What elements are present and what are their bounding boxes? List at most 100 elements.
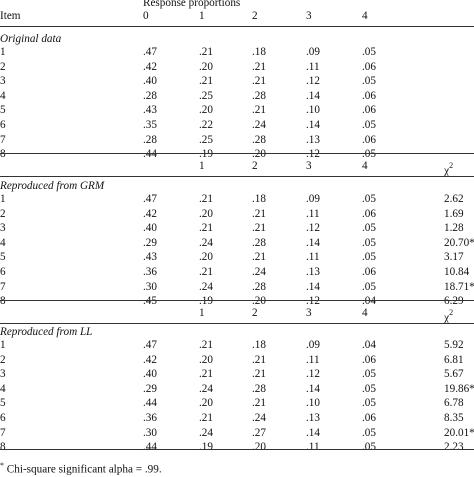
proportion-cell-3: .13: [306, 266, 320, 278]
table-row: 7 .30 .24 .28 .14 .05 18.71*: [0, 281, 474, 294]
proportion-cell-0: .28: [143, 89, 157, 102]
proportion-cell-0: .44: [143, 148, 157, 161]
header-row-columns: Item 0 1 2 3 4: [0, 10, 474, 23]
proportion-cell-3: .09: [306, 339, 320, 351]
proportion-cell-4: .06: [362, 133, 376, 146]
proportion-cell-1: .21: [199, 368, 213, 381]
rule-header: [0, 26, 474, 27]
proportion-cell-0: .42: [143, 353, 157, 366]
table-row: 1 .47 .21 .18 .09 .05 2.62: [0, 193, 474, 206]
proportion-cell-0: .47: [143, 46, 157, 58]
proportion-cell-0: .40: [143, 368, 157, 381]
proportion-cell-1: .21: [199, 75, 213, 88]
proportion-cell-4: .05: [362, 222, 376, 235]
ll-col-heading-3: 3: [306, 307, 312, 319]
chi-square-cell: 19.86*: [444, 382, 474, 395]
proportion-cell-4: .06: [362, 60, 376, 73]
proportion-cell-4: .05: [362, 397, 376, 410]
proportion-cell-3: .12: [306, 75, 320, 88]
table-row: 3 .40 .21 .21 .12 .05 1.28: [0, 222, 474, 235]
proportion-cell-3: .13: [306, 412, 320, 424]
col-heading-4: 4: [362, 10, 368, 22]
proportion-cell-1: .21: [199, 222, 213, 235]
proportion-cell-4: .05: [362, 251, 376, 264]
table-row: 7 .28 .25 .28 .13 .06: [0, 134, 474, 147]
chi-square-cell: 3.17: [444, 251, 464, 264]
item-number: 2: [0, 207, 6, 220]
proportion-cell-2: .18: [252, 339, 266, 351]
proportion-cell-4: .05: [362, 148, 376, 161]
proportion-cell-3: .11: [306, 60, 320, 73]
ll-chi-square-heading: χ2: [444, 307, 453, 325]
proportion-cell-1: .20: [199, 104, 213, 117]
section-title-original: Original data: [0, 33, 62, 45]
item-number: 2: [0, 60, 6, 73]
proportion-cell-1: .22: [199, 119, 213, 131]
table-row: 4 .29 .24 .28 .14 .05 20.70*: [0, 237, 474, 250]
proportion-cell-2: .20: [252, 441, 266, 454]
item-number: 7: [0, 133, 6, 146]
proportion-cell-0: .47: [143, 193, 157, 205]
item-number: 5: [0, 251, 6, 264]
chi-square-cell: 5.92: [444, 339, 464, 351]
proportion-cell-3: .12: [306, 295, 320, 308]
item-number: 7: [0, 426, 6, 439]
proportion-cell-3: .14: [306, 382, 320, 395]
proportion-cell-3: .12: [306, 148, 320, 161]
grm-col-heading-1: 1: [199, 160, 205, 172]
proportion-cell-3: .14: [306, 89, 320, 102]
proportion-cell-2: .21: [252, 104, 266, 117]
chi-square-cell: 20.70*: [444, 236, 474, 249]
item-number: 3: [0, 368, 6, 381]
proportion-cell-4: .06: [362, 412, 376, 424]
item-number: 3: [0, 75, 6, 88]
table-row: 2 .42 .20 .21 .11 .06 1.69: [0, 208, 474, 221]
item-number: 6: [0, 266, 6, 278]
item-number: 3: [0, 222, 6, 235]
chi-square-cell: 6.81: [444, 353, 464, 366]
proportion-cell-1: .21: [199, 193, 213, 205]
proportion-cell-0: .28: [143, 133, 157, 146]
response-proportions-heading: Response proportions: [143, 0, 241, 9]
proportion-cell-2: .21: [252, 251, 266, 264]
proportion-cell-1: .21: [199, 266, 213, 278]
proportion-cell-1: .24: [199, 382, 213, 395]
proportion-cell-0: .42: [143, 207, 157, 220]
proportion-cell-1: .20: [199, 353, 213, 366]
item-column-heading: Item: [0, 10, 21, 22]
proportion-cell-1: .19: [199, 148, 213, 161]
grm-col-heading-2: 2: [252, 160, 258, 172]
chi-square-cell: 10.84: [444, 266, 470, 278]
proportion-cell-2: .18: [252, 46, 266, 58]
proportion-cell-0: .43: [143, 251, 157, 264]
item-number: 2: [0, 353, 6, 366]
table-row: 4 .28 .25 .28 .14 .06: [0, 90, 474, 103]
item-number: 6: [0, 119, 6, 131]
chi-square-cell: 6.29: [444, 295, 464, 308]
proportion-cell-0: .45: [143, 295, 157, 308]
table-row: 6 .35 .22 .24 .14 .05: [0, 119, 474, 132]
proportion-cell-3: .12: [306, 222, 320, 235]
proportion-cell-4: .05: [362, 75, 376, 88]
table-row: 5 .43 .20 .21 .10 .06: [0, 104, 474, 117]
proportion-cell-1: .20: [199, 251, 213, 264]
proportion-cell-4: .06: [362, 353, 376, 366]
proportion-cell-0: .44: [143, 441, 157, 454]
proportion-cell-4: .05: [362, 236, 376, 249]
chi-square-cell: 18.71*: [444, 280, 474, 293]
proportion-cell-3: .14: [306, 119, 320, 131]
item-number: 5: [0, 397, 6, 410]
proportion-cell-1: .24: [199, 280, 213, 293]
table-row: 4 .29 .24 .28 .14 .05 19.86*: [0, 383, 474, 396]
proportion-cell-3: .11: [306, 353, 320, 366]
proportion-cell-2: .18: [252, 193, 266, 205]
chi-symbol: χ: [444, 164, 450, 177]
proportion-cell-2: .28: [252, 280, 266, 293]
ll-column-header: 1 2 3 4 χ2: [0, 307, 474, 324]
proportion-cell-1: .20: [199, 207, 213, 220]
proportion-cell-0: .29: [143, 236, 157, 249]
proportion-cell-0: .36: [143, 412, 157, 424]
table-row: 2 .42 .20 .21 .11 .06: [0, 61, 474, 74]
proportion-cell-0: .30: [143, 280, 157, 293]
